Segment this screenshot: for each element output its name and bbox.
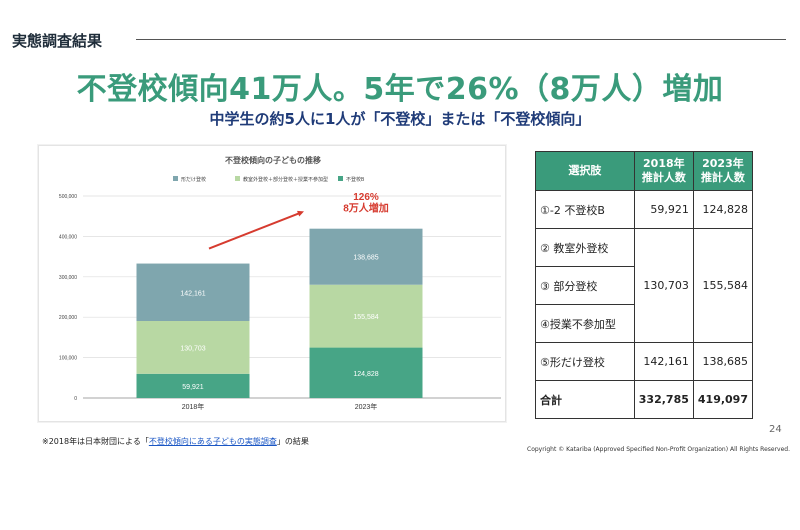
data-label: 155,584 bbox=[353, 314, 378, 321]
y-tick-label: 0 bbox=[74, 396, 77, 402]
growth-annotation-count: 8万人増加 bbox=[343, 201, 389, 214]
row-label: ⑤形だけ登校 bbox=[535, 342, 635, 381]
legend-swatch bbox=[338, 176, 343, 181]
x-tick-label: 2018年 bbox=[182, 402, 205, 411]
y-tick-label: 300,000 bbox=[59, 275, 77, 281]
footnote-suffix: 」の結果 bbox=[276, 437, 309, 446]
table-row: ⑤形だけ登校 142,161 138,685 bbox=[535, 342, 754, 381]
header-choice: 選択肢 bbox=[535, 151, 635, 191]
x-tick-label: 2023年 bbox=[355, 402, 378, 411]
total-value-2018: 332,785 bbox=[633, 380, 694, 419]
headline: 不登校傾向41万人。5年で26%（8万人）増加 bbox=[76, 72, 724, 107]
data-label: 142,161 bbox=[180, 290, 205, 297]
row-value-2023: 155,584 bbox=[692, 228, 754, 343]
survey-link[interactable]: 不登校傾向にある子どもの実態調査 bbox=[148, 437, 277, 446]
legend-swatch bbox=[173, 176, 178, 181]
legend-label: 不登校B bbox=[346, 176, 365, 183]
section-divider bbox=[136, 39, 786, 40]
row-label: ③ 部分登校 bbox=[535, 266, 635, 305]
header-2023: 2023年 推計人数 bbox=[692, 151, 754, 191]
section-title: 実態調査結果 bbox=[12, 32, 103, 50]
table-row: ④授業不参加型 bbox=[535, 304, 753, 343]
page-number: 24 bbox=[769, 424, 782, 435]
legend-swatch bbox=[235, 176, 240, 181]
total-value-2023: 419,097 bbox=[692, 380, 754, 419]
row-label: ①-2 不登校B bbox=[535, 190, 635, 229]
growth-arrow-line bbox=[208, 211, 301, 250]
table-total-row: 合計 332,785 419,097 bbox=[535, 380, 754, 419]
header-2018: 2018年 推計人数 bbox=[633, 151, 694, 191]
growth-annotation-percent: 126% bbox=[353, 192, 379, 203]
row-value-2018: 59,921 bbox=[633, 190, 694, 229]
y-tick-label: 400,000 bbox=[59, 234, 77, 240]
footnote: ※2018年は日本財団による「不登校傾向にある子どもの実態調査」の結果 bbox=[42, 436, 309, 447]
chart-panel: 不登校傾向の子どもの推移形だけ登校 教室外登校＋部分登校＋授業不参加型 不登校B 0 1… bbox=[38, 145, 506, 422]
table-header-row: 選択肢 2018年 推計人数 2023年 推計人数 bbox=[535, 151, 754, 191]
growth-arrow-head bbox=[297, 210, 304, 217]
bar-segment bbox=[309, 284, 423, 348]
data-label: 59,921 bbox=[182, 384, 204, 391]
y-tick-label: 100,000 bbox=[59, 356, 77, 362]
data-label: 138,685 bbox=[353, 255, 378, 262]
data-label: 130,703 bbox=[180, 345, 205, 352]
copyright: Copyright © Katariba (Approved Specified… bbox=[527, 446, 790, 453]
estimate-table: 選択肢 2018年 推計人数 2023年 推計人数 ①-2 不登校B 59,921 … bbox=[535, 151, 754, 419]
legend-label: 教室外登校＋部分登校＋授業不参加型 bbox=[243, 176, 328, 183]
row-value-2023: 124,828 bbox=[692, 190, 754, 229]
table-row: ①-2 不登校B 59,921 124,828 bbox=[535, 190, 754, 229]
table-row: ② 教室外登校 130,703 155,584 bbox=[535, 228, 754, 343]
subheadline: 中学生の約5人に1人が「不登校」または「不登校傾向」 bbox=[209, 110, 591, 128]
row-value-2018: 130,703 bbox=[633, 228, 694, 343]
bar-segment bbox=[136, 373, 250, 398]
total-label: 合計 bbox=[535, 380, 635, 419]
row-value-2018: 142,161 bbox=[633, 342, 694, 381]
row-label: ② 教室外登校 bbox=[535, 228, 635, 267]
y-tick-label: 500,000 bbox=[59, 194, 77, 200]
chart-title: 不登校傾向の子どもの推移 bbox=[225, 155, 321, 165]
footnote-prefix: ※2018年は日本財団による「 bbox=[42, 437, 149, 446]
bar-segment bbox=[136, 320, 250, 374]
bar-segment bbox=[309, 347, 423, 398]
row-value-2023: 138,685 bbox=[692, 342, 754, 381]
data-label: 124,828 bbox=[353, 371, 378, 378]
bar-segment bbox=[309, 228, 423, 285]
row-label: ④授業不参加型 bbox=[535, 304, 635, 343]
legend-label: 形だけ登校 bbox=[181, 176, 206, 183]
y-tick-label: 200,000 bbox=[59, 315, 77, 321]
bar-segment bbox=[136, 263, 250, 321]
